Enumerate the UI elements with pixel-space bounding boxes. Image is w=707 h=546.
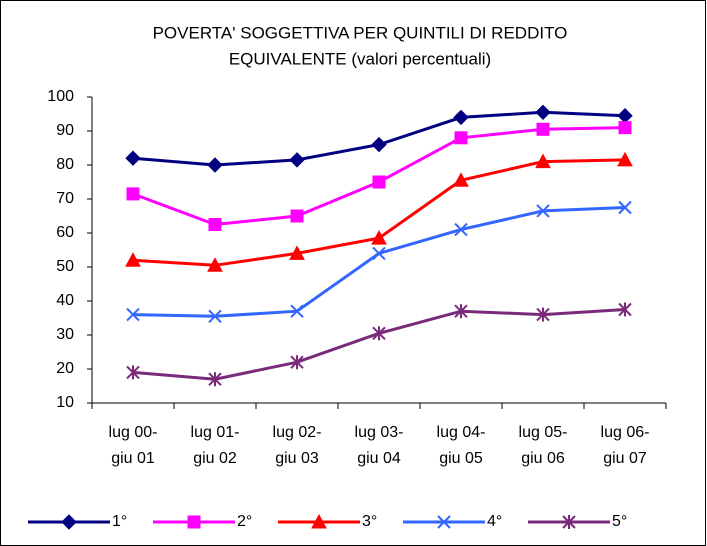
marker [289,152,305,168]
marker [208,372,222,387]
marker [454,131,468,145]
y-tick-label: 50 [56,258,74,275]
chart-title: EQUIVALENTE (valori percentuali) [229,49,491,68]
marker [453,172,469,187]
marker [618,200,632,215]
marker-stroke [208,309,222,324]
legend-label: 5° [612,513,627,530]
marker [372,246,386,261]
marker [371,136,387,153]
marker [126,187,140,201]
marker-stroke [126,307,140,322]
marker [208,218,222,231]
marker [618,302,632,317]
marker [437,515,451,529]
marker [535,153,551,169]
y-tick-label: 20 [56,360,74,377]
marker-stroke [454,222,468,237]
marker [290,355,304,370]
legend-label: 3° [362,513,377,530]
chart-title: POVERTA' SOGGETTIVA PER QUINTILI DI REDD… [153,23,568,42]
marker [125,150,141,166]
marker [125,252,141,267]
marker [126,365,140,380]
marker [290,209,304,223]
marker [371,230,387,245]
x-tick-label: lug 06- [601,424,650,441]
marker [536,122,550,136]
marker [207,157,223,173]
x-tick-label: lug 01- [191,424,240,441]
marker [562,515,576,529]
marker [372,326,386,341]
marker [454,304,468,319]
marker [290,304,304,318]
marker [454,222,468,237]
x-tick-label: lug 03- [355,424,404,441]
x-tick-label: lug 05- [519,424,568,441]
y-tick-label: 30 [56,326,74,343]
y-tick-label: 10 [56,394,74,411]
legend-label: 2° [237,513,252,530]
x-tick-label: lug 04- [437,424,486,441]
marker-stroke [372,246,386,261]
x-tick-label: lug 00- [109,424,158,441]
x-tick-label: giu 01 [111,450,155,467]
marker [618,121,632,135]
y-tick-label: 40 [56,292,74,309]
x-tick-label: giu 05 [439,450,483,467]
x-tick-label: giu 03 [275,450,319,467]
y-tick-label: 100 [47,88,74,105]
marker [372,175,386,189]
x-tick-label: giu 04 [357,450,401,467]
marker [126,307,140,322]
marker [207,257,223,272]
legend-label: 1° [112,513,127,530]
y-tick-label: 60 [56,224,74,241]
marker [61,514,77,530]
marker [617,151,633,167]
marker [289,245,305,260]
marker-stroke [536,204,550,218]
marker [536,204,550,218]
x-tick-label: lug 02- [273,424,322,441]
marker-stroke [290,304,304,318]
x-tick-label: giu 07 [603,450,647,467]
marker [536,307,550,322]
marker [208,309,222,324]
marker [453,109,469,126]
x-tick-label: giu 06 [521,450,565,467]
x-tick-label: giu 02 [193,450,237,467]
marker-stroke [618,200,632,215]
marker-stroke [437,515,451,529]
y-tick-label: 80 [56,156,74,173]
legend-label: 4° [487,513,502,530]
y-tick-label: 90 [56,122,74,139]
marker [311,513,327,529]
marker [187,515,201,529]
y-tick-label: 70 [56,190,74,207]
marker [535,104,551,121]
